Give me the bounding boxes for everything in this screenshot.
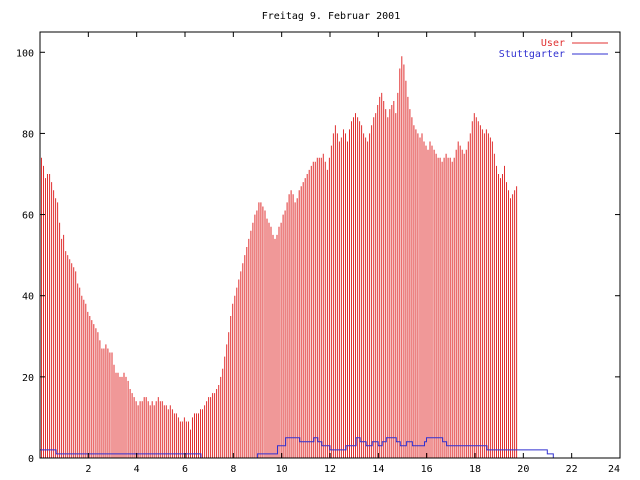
x-tick-label: 18 (469, 464, 481, 475)
y-tick-label: 60 (22, 211, 34, 222)
legend-label-stuttgarter: Stuttgarter (499, 49, 565, 60)
user-impulses (41, 56, 518, 458)
x-tick-label: 10 (276, 464, 288, 475)
x-tick-label: 14 (372, 464, 384, 475)
x-tick-label: 8 (230, 464, 236, 475)
legend: User Stuttgarter (499, 38, 608, 60)
x-tick-label: 24 (608, 464, 620, 475)
x-tick-label: 2 (85, 464, 91, 475)
y-tick-label: 0 (28, 454, 34, 465)
y-tick-label: 80 (22, 129, 34, 140)
x-tick-label: 12 (324, 464, 336, 475)
y-tick-label: 40 (22, 292, 34, 303)
y-tick-label: 20 (22, 373, 34, 384)
x-tick-label: 22 (566, 464, 578, 475)
x-tick-label: 16 (421, 464, 433, 475)
chart-title: Freitag 9. Februar 2001 (262, 11, 400, 22)
y-tick-label: 100 (16, 48, 34, 59)
x-tick-label: 6 (182, 464, 188, 475)
x-tick-label: 4 (134, 464, 140, 475)
plot-frame (39, 31, 621, 459)
legend-label-user: User (541, 38, 565, 49)
x-tick-label: 20 (517, 464, 529, 475)
